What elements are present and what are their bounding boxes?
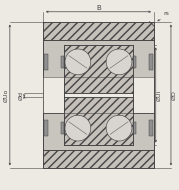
Bar bbox=[64, 44, 133, 93]
Bar bbox=[133, 56, 136, 68]
Circle shape bbox=[65, 49, 91, 75]
Bar bbox=[64, 146, 133, 168]
Bar bbox=[149, 120, 153, 136]
Text: rs: rs bbox=[164, 11, 170, 16]
Bar bbox=[133, 122, 136, 134]
Bar bbox=[43, 77, 154, 150]
Circle shape bbox=[65, 115, 91, 141]
Bar bbox=[43, 22, 154, 40]
Bar bbox=[44, 54, 48, 70]
Bar bbox=[43, 77, 154, 113]
Bar bbox=[61, 56, 64, 68]
Text: B: B bbox=[96, 5, 101, 11]
Bar bbox=[149, 54, 153, 70]
Text: Ød: Ød bbox=[18, 90, 23, 100]
Bar bbox=[43, 150, 154, 168]
Bar bbox=[44, 120, 48, 136]
Text: ØUi: ØUi bbox=[157, 89, 162, 101]
Text: ØD: ØD bbox=[172, 90, 177, 100]
Text: ØUo: ØUo bbox=[4, 88, 9, 102]
Circle shape bbox=[106, 115, 132, 141]
Bar bbox=[64, 22, 133, 44]
Bar bbox=[64, 93, 133, 97]
Bar bbox=[64, 97, 133, 146]
Bar bbox=[43, 113, 154, 150]
Bar bbox=[43, 40, 154, 77]
Circle shape bbox=[106, 49, 132, 75]
Bar bbox=[61, 122, 64, 134]
